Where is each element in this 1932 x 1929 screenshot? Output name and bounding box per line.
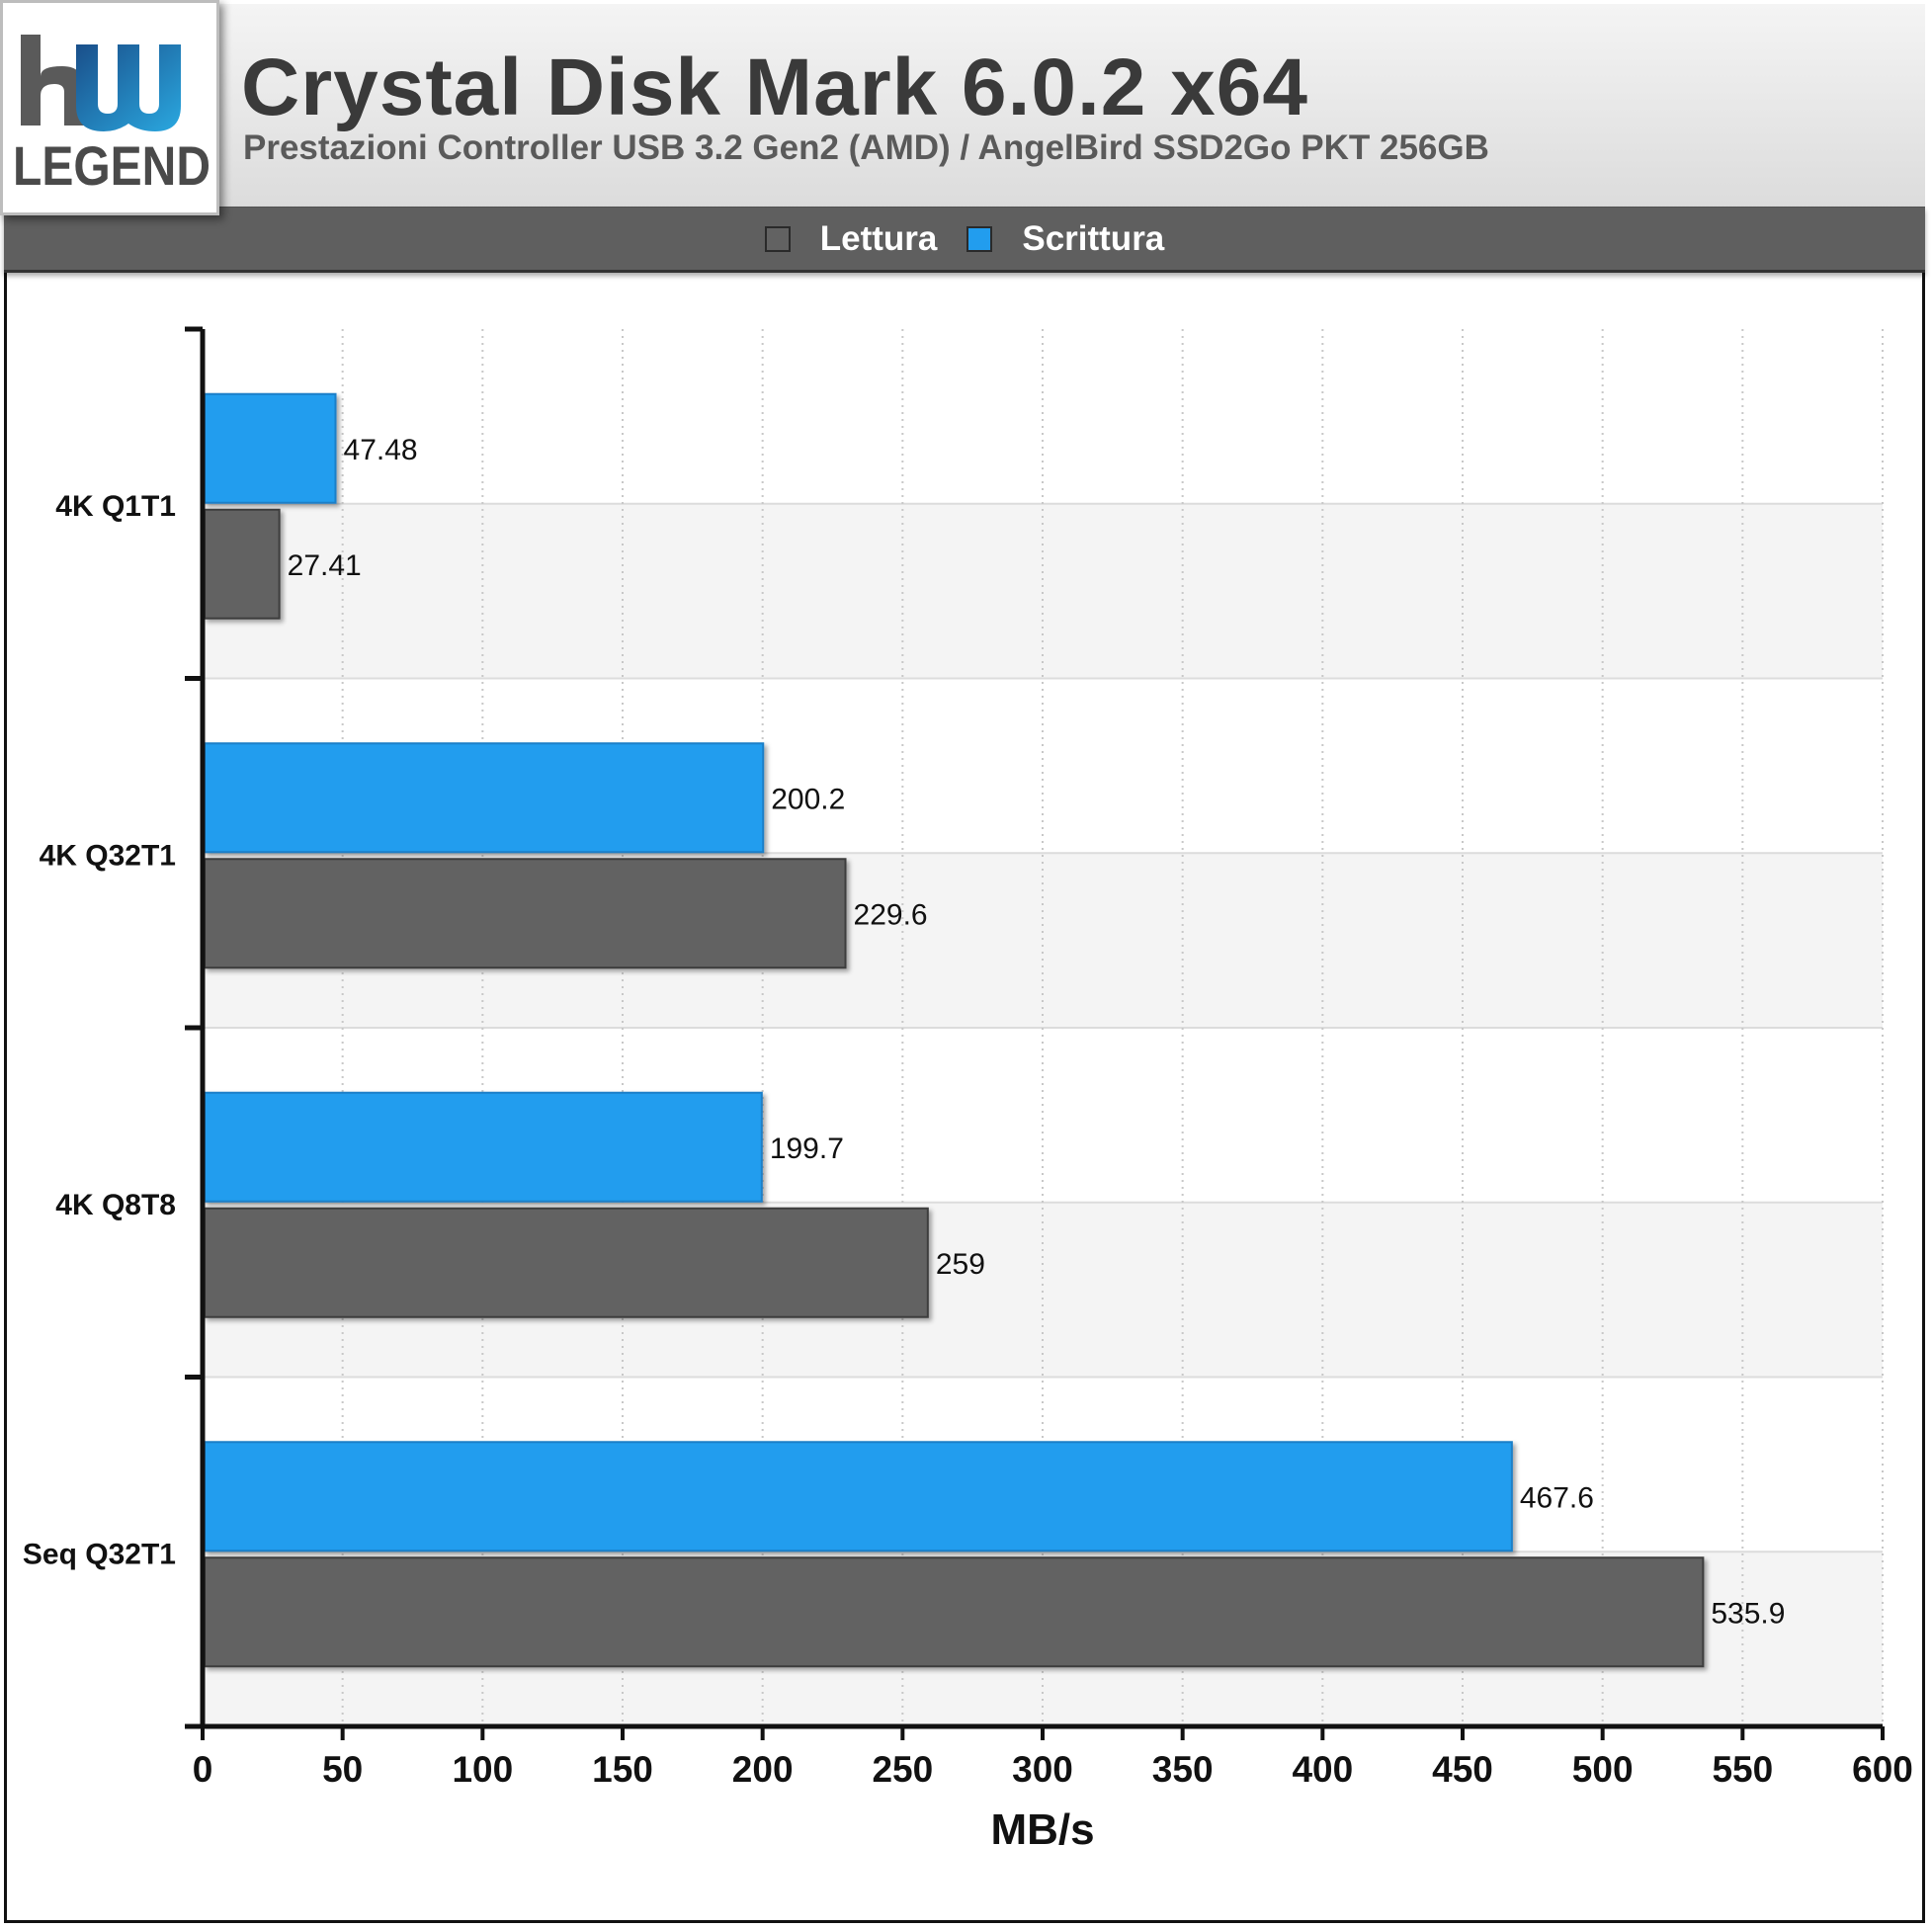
bar-scrittura	[204, 1441, 1513, 1552]
x-tick-label: 300	[1012, 1749, 1073, 1790]
x-tick-label: 0	[193, 1749, 213, 1790]
bar-scrittura	[204, 742, 765, 854]
x-tick-label: 200	[732, 1749, 794, 1790]
legend-item-lettura: Lettura	[764, 218, 938, 259]
svg-text:LEGEND: LEGEND	[13, 134, 210, 195]
x-tick-label: 50	[322, 1749, 363, 1790]
y-tick-label: Seq Q32T1	[23, 1538, 176, 1570]
x-tick-label: 450	[1432, 1749, 1493, 1790]
chart-legend: Lettura Scrittura	[4, 208, 1925, 273]
data-label-lettura: 535.9	[1711, 1597, 1785, 1630]
y-tick-label: 4K Q32T1	[40, 839, 176, 872]
data-label-scrittura: 467.6	[1520, 1481, 1594, 1514]
hwlegend-logo: LEGEND	[0, 0, 219, 215]
bar-scrittura	[204, 1091, 763, 1203]
chart-subtitle: Prestazioni Controller USB 3.2 Gen2 (AMD…	[243, 128, 1489, 167]
data-label-scrittura: 200.2	[771, 783, 845, 815]
x-tick-label: 400	[1292, 1749, 1353, 1790]
chart-title: Crystal Disk Mark 6.0.2 x64	[241, 42, 1308, 132]
legend-label-lettura: Lettura	[819, 218, 938, 258]
bar-scrittura	[204, 392, 337, 504]
data-label-lettura: 229.6	[854, 898, 928, 931]
x-tick-label: 550	[1712, 1749, 1773, 1790]
bar-lettura	[204, 508, 281, 620]
data-label-scrittura: 47.48	[344, 434, 418, 466]
x-tick-label: 100	[452, 1749, 513, 1790]
chart-header: Crystal Disk Mark 6.0.2 x64 Prestazioni …	[4, 4, 1925, 210]
data-label-scrittura: 199.7	[770, 1132, 844, 1165]
bar-lettura	[204, 1207, 929, 1318]
x-tick-label: 500	[1572, 1749, 1634, 1790]
bar-lettura	[204, 858, 847, 969]
data-label-lettura: 259	[936, 1248, 985, 1281]
legend-item-scrittura: Scrittura	[966, 219, 1164, 259]
x-tick-label: 250	[872, 1749, 933, 1790]
x-tick-label: 350	[1152, 1749, 1214, 1790]
y-tick-label: 4K Q1T1	[55, 490, 176, 523]
bar-lettura	[204, 1556, 1705, 1668]
x-tick-label: 150	[592, 1749, 653, 1790]
x-axis-label: MB/s	[990, 1805, 1094, 1854]
plot-stripe	[203, 503, 1883, 679]
legend-swatch-lettura	[764, 225, 791, 252]
data-label-lettura: 27.41	[288, 549, 362, 582]
legend-label-scrittura: Scrittura	[1022, 218, 1165, 258]
hwlegend-logo-graphic: LEGEND	[13, 35, 210, 195]
y-tick-label: 4K Q8T8	[55, 1189, 176, 1221]
legend-swatch-scrittura	[966, 225, 993, 252]
x-tick-label: 600	[1852, 1749, 1913, 1790]
